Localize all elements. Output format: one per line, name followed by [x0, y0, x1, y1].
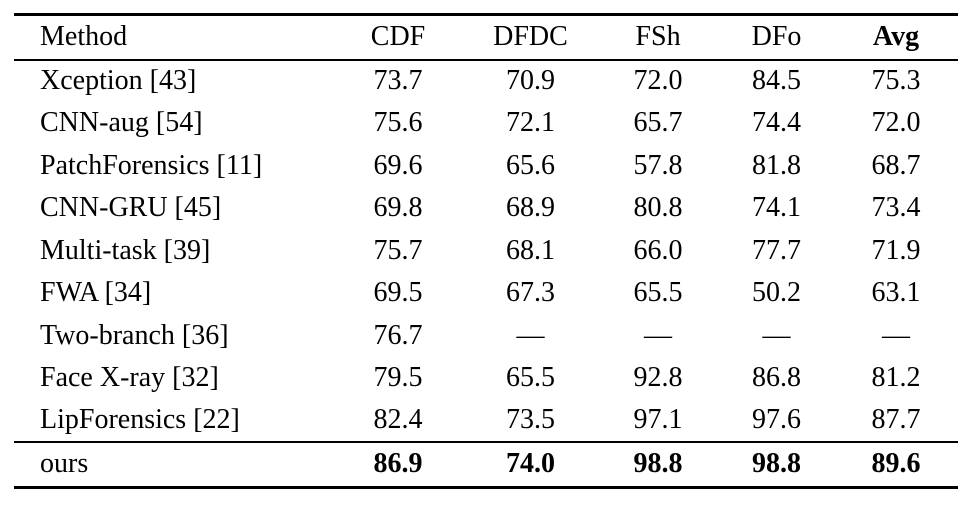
value-cell: 65.5: [633, 277, 683, 309]
value-cell: 65.5: [506, 362, 555, 394]
value-cell: 76.7: [373, 319, 423, 351]
method-cell: CNN-GRU [45]: [40, 192, 222, 224]
method-cell: FWA [34]: [40, 277, 152, 309]
table-row-lipforensics: LipForensics [22] 82.4 73.5 97.1 97.6 87…: [14, 400, 958, 443]
value-cell: 89.6: [871, 448, 921, 480]
value-cell: 86.9: [373, 448, 423, 480]
value-cell: 72.0: [871, 107, 921, 139]
value-cell: 82.4: [373, 404, 423, 436]
value-cell: 74.0: [506, 448, 555, 480]
value-cell: 81.2: [871, 362, 921, 394]
value-cell: 98.8: [633, 448, 683, 480]
method-cell: LipForensics [22]: [40, 404, 240, 436]
table-row-cnn-aug: CNN-aug [54] 75.6 72.1 65.7 74.4 72.0: [14, 102, 958, 145]
value-cell: 72.1: [506, 107, 555, 139]
value-cell: 92.8: [633, 362, 683, 394]
method-cell: ours: [40, 448, 89, 480]
value-cell: 77.7: [752, 234, 801, 266]
value-cell: 73.4: [871, 192, 921, 224]
method-cell: Face X-ray [32]: [40, 362, 219, 394]
header-row: Method CDF DFDC FSh DFo Avg: [14, 15, 958, 60]
col-header-cdf: CDF: [370, 21, 426, 53]
value-cell: 97.1: [633, 404, 683, 436]
table-row-two-branch: Two-branch [36] 76.7 — — — —: [14, 315, 958, 358]
col-header-method: Method: [40, 21, 128, 53]
value-cell: 67.3: [506, 277, 555, 309]
value-cell: 71.9: [871, 234, 921, 266]
value-cell: 73.5: [506, 404, 555, 436]
table-row-ours: ours 86.9 74.0 98.8 98.8 89.6: [14, 442, 958, 487]
method-cell: CNN-aug [54]: [40, 107, 203, 139]
value-cell: 75.3: [871, 65, 921, 97]
value-cell: 57.8: [633, 149, 683, 181]
value-cell: 75.7: [373, 234, 423, 266]
value-cell: 86.8: [752, 362, 801, 394]
value-cell: 73.7: [373, 65, 423, 97]
value-cell: 70.9: [506, 65, 555, 97]
table-row-face-x-ray: Face X-ray [32] 79.5 65.5 92.8 86.8 81.2: [14, 357, 958, 400]
method-cell: Two-branch [36]: [40, 319, 229, 351]
method-cell: PatchForensics [11]: [40, 149, 263, 181]
value-cell: 68.9: [506, 192, 555, 224]
table-row-patchforensics: PatchForensics [11] 69.6 65.6 57.8 81.8 …: [14, 145, 958, 188]
value-cell: 50.2: [752, 277, 801, 309]
value-cell: 69.8: [373, 192, 423, 224]
col-header-avg: Avg: [872, 21, 920, 53]
value-cell: 69.5: [373, 277, 423, 309]
value-cell: 87.7: [871, 404, 921, 436]
value-cell: 75.6: [373, 107, 423, 139]
table-row-fwa: FWA [34] 69.5 67.3 65.5 50.2 63.1: [14, 272, 958, 315]
value-cell: 74.4: [752, 107, 801, 139]
value-cell: 65.7: [633, 107, 683, 139]
table-row-multi-task: Multi-task [39] 75.7 68.1 66.0 77.7 71.9: [14, 230, 958, 273]
value-cell: —: [882, 319, 910, 351]
value-cell: —: [644, 319, 672, 351]
value-cell: 98.8: [752, 448, 801, 480]
method-cell: Multi-task [39]: [40, 234, 211, 266]
value-cell: 84.5: [752, 65, 801, 97]
value-cell: 81.8: [752, 149, 801, 181]
value-cell: 80.8: [633, 192, 683, 224]
value-cell: 65.6: [506, 149, 555, 181]
col-header-dfo: DFo: [751, 21, 802, 53]
value-cell: —: [516, 319, 545, 351]
value-cell: 68.1: [506, 234, 555, 266]
value-cell: 79.5: [373, 362, 423, 394]
results-table: Method CDF DFDC FSh DFo Avg Xception [43…: [14, 13, 958, 489]
col-header-fsh: FSh: [635, 21, 681, 53]
value-cell: 69.6: [373, 149, 423, 181]
value-cell: 74.1: [752, 192, 801, 224]
table-row-xception: Xception [43] 73.7 70.9 72.0 84.5 75.3: [14, 60, 958, 103]
method-cell: Xception [43]: [40, 65, 197, 97]
value-cell: 97.6: [752, 404, 801, 436]
value-cell: 72.0: [633, 65, 683, 97]
value-cell: 68.7: [871, 149, 921, 181]
value-cell: 66.0: [633, 234, 683, 266]
value-cell: —: [762, 319, 791, 351]
value-cell: 63.1: [871, 277, 921, 309]
col-header-dfdc: DFDC: [493, 21, 568, 53]
table-row-cnn-gru: CNN-GRU [45] 69.8 68.9 80.8 74.1 73.4: [14, 187, 958, 230]
